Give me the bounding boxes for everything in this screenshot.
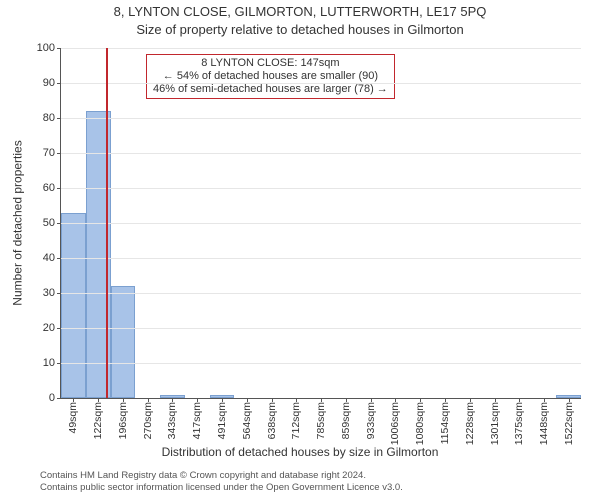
- xtick-label: 933sqm: [365, 398, 377, 439]
- ytick-label: 80: [43, 112, 55, 124]
- ytick-label: 0: [49, 392, 55, 404]
- plot-area: 8 LYNTON CLOSE: 147sqm ← 54% of detached…: [60, 48, 581, 399]
- xtick-label: 1154sqm: [439, 398, 451, 444]
- ytick-mark: [57, 153, 61, 154]
- gridline-h: [61, 118, 581, 119]
- xtick-label: 343sqm: [166, 398, 178, 439]
- xtick-label: 859sqm: [340, 398, 352, 439]
- gridline-h: [61, 363, 581, 364]
- credits-line-2: Contains public sector information licen…: [40, 482, 403, 494]
- ytick-label: 100: [37, 42, 55, 54]
- credits: Contains HM Land Registry data © Crown c…: [40, 470, 403, 494]
- xtick-label: 785sqm: [315, 398, 327, 439]
- ytick-label: 50: [43, 217, 55, 229]
- gridline-h: [61, 293, 581, 294]
- credits-line-1: Contains HM Land Registry data © Crown c…: [40, 470, 403, 482]
- annotation-line-2: ← 54% of detached houses are smaller (90…: [153, 70, 388, 83]
- ytick-mark: [57, 293, 61, 294]
- xtick-label: 1006sqm: [389, 398, 401, 445]
- ytick-mark: [57, 48, 61, 49]
- annotation-box: 8 LYNTON CLOSE: 147sqm ← 54% of detached…: [146, 54, 395, 99]
- ytick-mark: [57, 328, 61, 329]
- ytick-label: 30: [43, 287, 55, 299]
- xtick-label: 1228sqm: [464, 398, 476, 445]
- xtick-label: 196sqm: [117, 398, 129, 439]
- ytick-label: 60: [43, 182, 55, 194]
- ytick-label: 90: [43, 77, 55, 89]
- y-axis-label-text: Number of detached properties: [11, 140, 25, 305]
- gridline-h: [61, 223, 581, 224]
- ytick-label: 40: [43, 252, 55, 264]
- xtick-label: 417sqm: [191, 398, 203, 439]
- ytick-label: 70: [43, 147, 55, 159]
- xtick-label: 564sqm: [241, 398, 253, 439]
- xtick-label: 270sqm: [142, 398, 154, 439]
- ytick-mark: [57, 258, 61, 259]
- xtick-label: 712sqm: [290, 398, 302, 439]
- xtick-label: 1448sqm: [538, 398, 550, 445]
- chart-container: 8, LYNTON CLOSE, GILMORTON, LUTTERWORTH,…: [0, 0, 600, 500]
- gridline-h: [61, 258, 581, 259]
- gridline-h: [61, 153, 581, 154]
- xtick-label: 122sqm: [92, 398, 104, 439]
- x-axis-label: Distribution of detached houses by size …: [0, 445, 600, 459]
- ytick-mark: [57, 83, 61, 84]
- xtick-label: 1301sqm: [489, 398, 501, 445]
- ytick-mark: [57, 363, 61, 364]
- xtick-label: 1080sqm: [414, 398, 426, 445]
- y-axis-label: Number of detached properties: [10, 48, 26, 398]
- ytick-label: 20: [43, 322, 55, 334]
- gridline-h: [61, 83, 581, 84]
- ytick-mark: [57, 398, 61, 399]
- histogram-bar: [61, 213, 86, 399]
- title-line-1: 8, LYNTON CLOSE, GILMORTON, LUTTERWORTH,…: [0, 4, 600, 19]
- gridline-h: [61, 48, 581, 49]
- histogram-bar: [111, 286, 136, 398]
- ytick-label: 10: [43, 357, 55, 369]
- ytick-mark: [57, 118, 61, 119]
- xtick-label: 49sqm: [67, 398, 79, 434]
- ytick-mark: [57, 223, 61, 224]
- gridline-h: [61, 188, 581, 189]
- xtick-label: 491sqm: [216, 398, 228, 439]
- gridline-h: [61, 328, 581, 329]
- annotation-line-1: 8 LYNTON CLOSE: 147sqm: [153, 57, 388, 70]
- annotation-line-3: 46% of semi-detached houses are larger (…: [153, 83, 388, 96]
- xtick-label: 638sqm: [266, 398, 278, 439]
- marker-line: [106, 48, 108, 398]
- ytick-mark: [57, 188, 61, 189]
- title-line-2: Size of property relative to detached ho…: [0, 22, 600, 37]
- xtick-label: 1375sqm: [513, 398, 525, 445]
- xtick-label: 1522sqm: [563, 398, 575, 445]
